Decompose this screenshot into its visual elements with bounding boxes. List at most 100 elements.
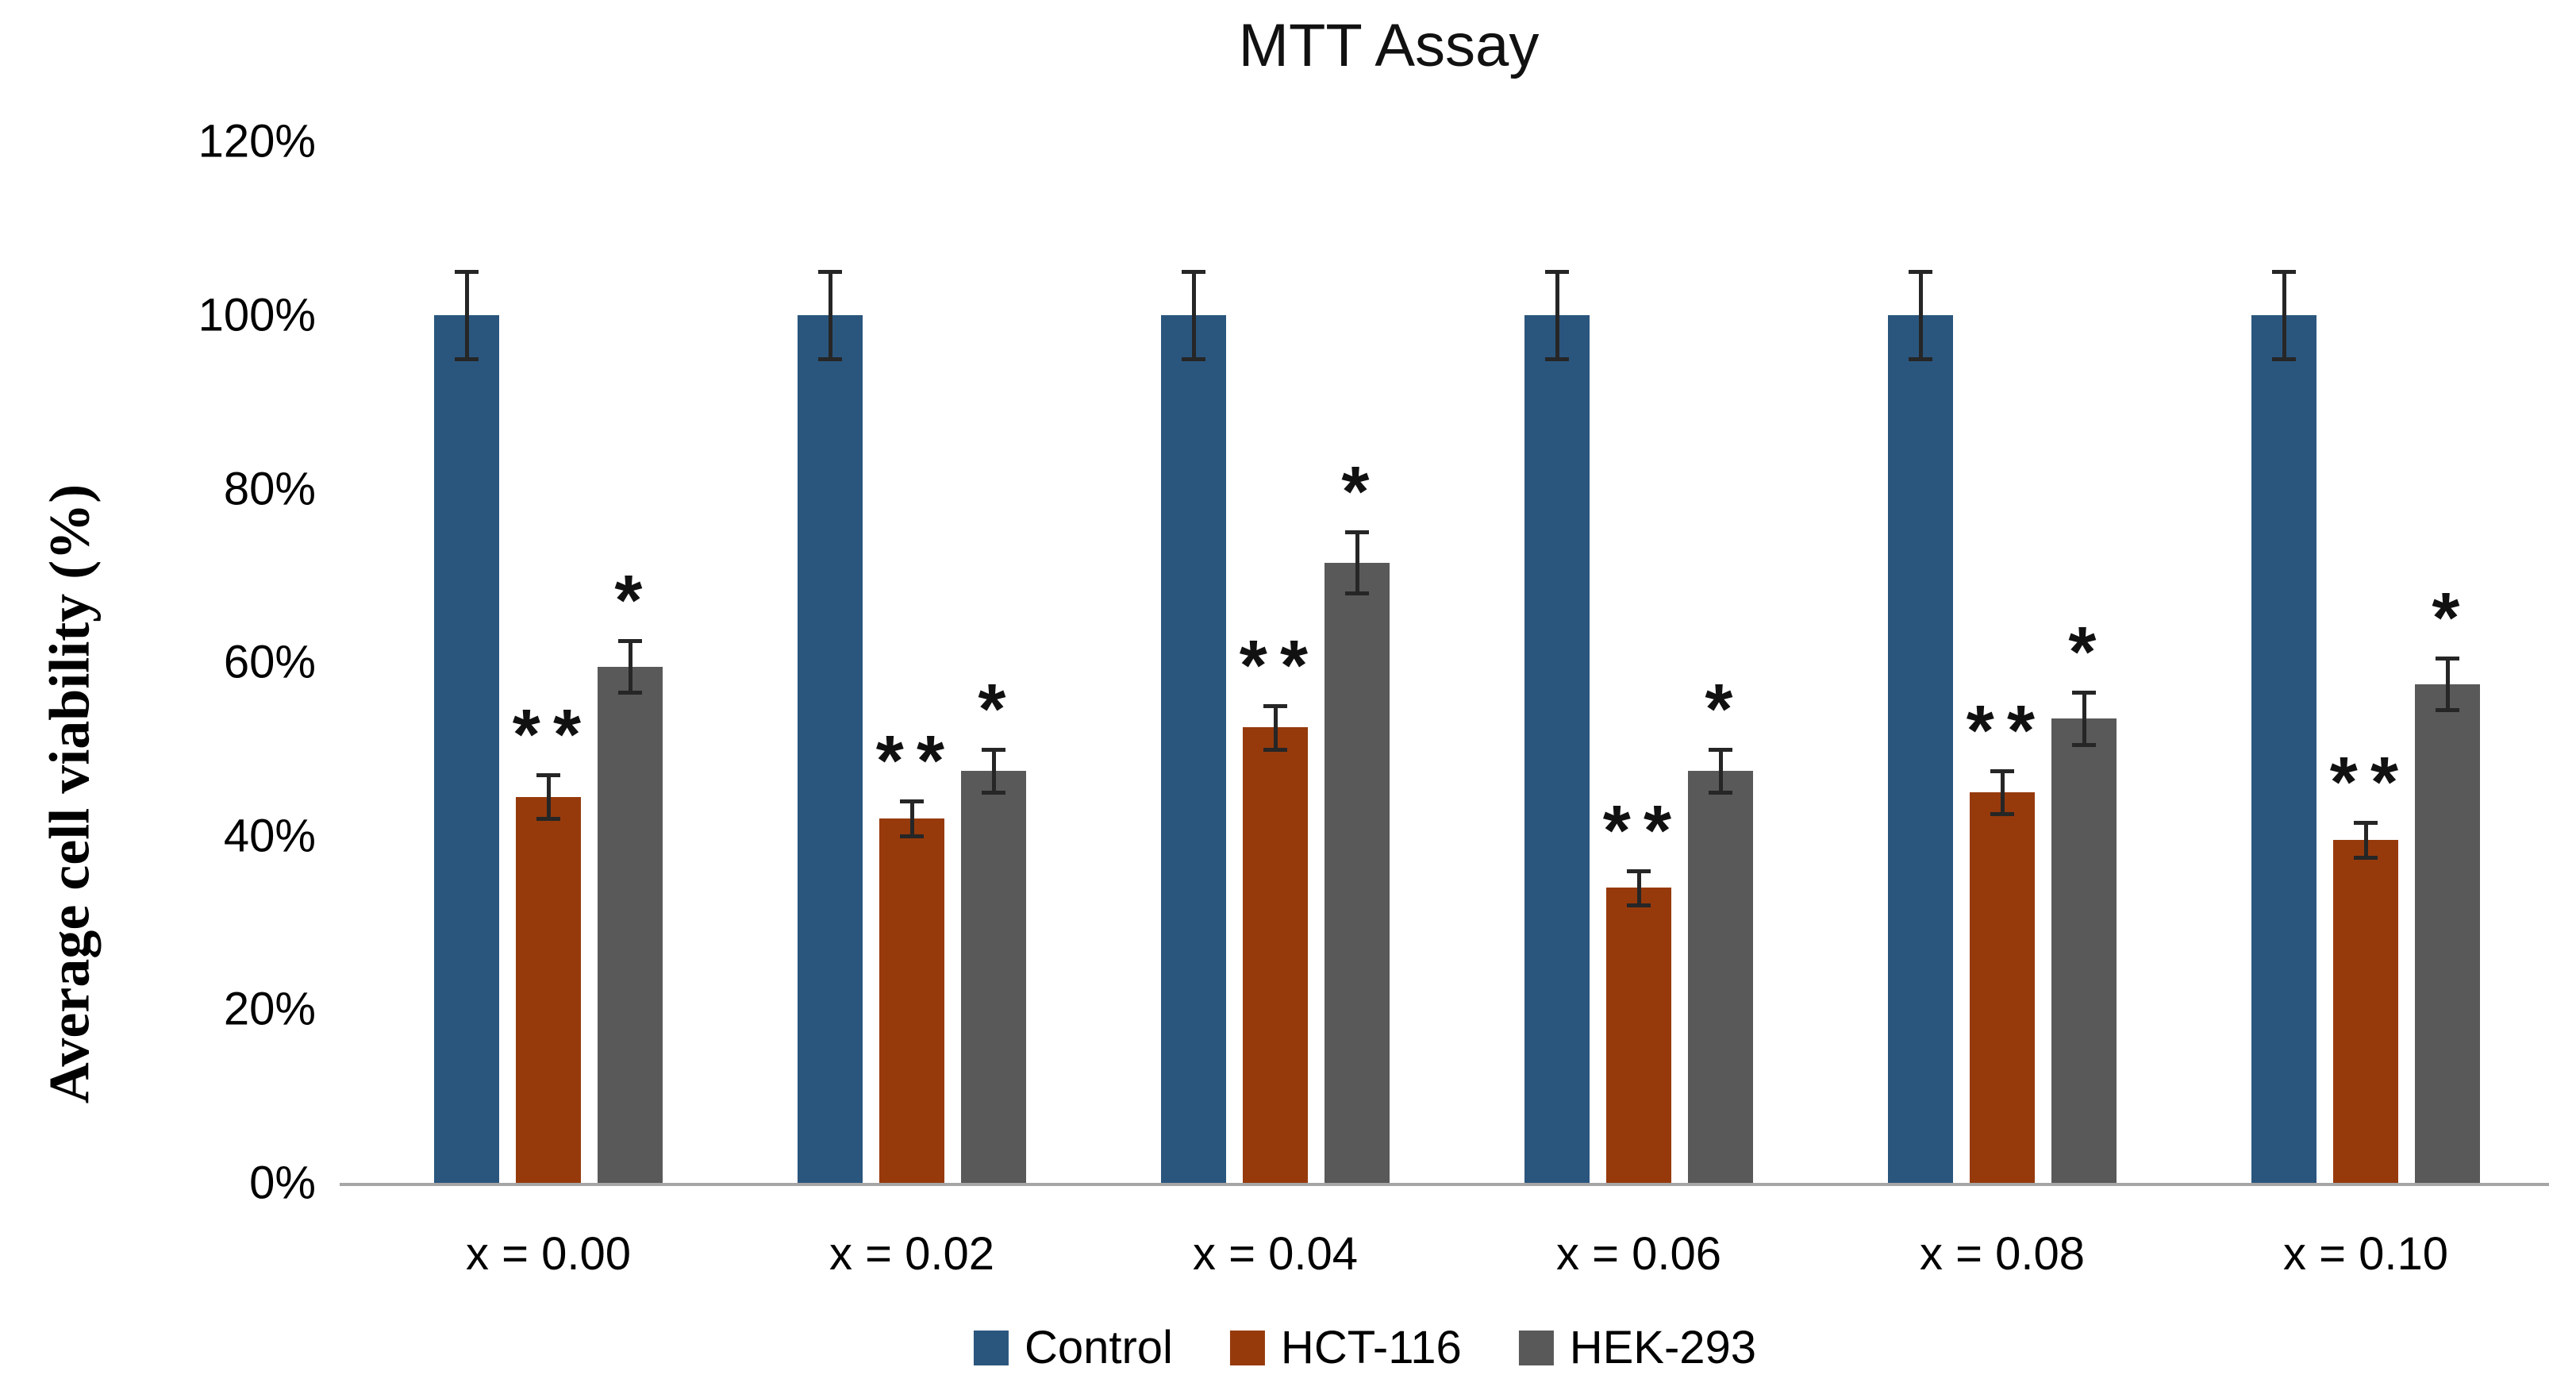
error-bar-hct-116-3: [1636, 870, 1641, 906]
error-bar-hek-293-2: [1355, 532, 1359, 593]
legend-swatch-hct-116: [1229, 1330, 1265, 1365]
error-cap-bottom-hct-116-1: [900, 834, 924, 838]
error-cap-bottom-hct-116-2: [1263, 747, 1287, 752]
error-bar-hek-293-1: [991, 749, 996, 793]
significance-hct-116-3: **: [1602, 791, 1685, 871]
error-cap-bottom-hct-116-5: [2354, 856, 2378, 861]
bar-control-0: [434, 315, 499, 1183]
significance-hek-293-0: *: [614, 560, 656, 641]
bar-hct-116-0: [516, 796, 581, 1183]
error-bar-hct-116-5: [2363, 822, 2368, 858]
y-tick-label-20: 20%: [223, 983, 316, 1035]
error-cap-bottom-control-1: [818, 356, 842, 361]
bar-hek-293-2: [1325, 562, 1390, 1183]
y-tick-label-100: 100%: [198, 289, 316, 341]
bar-hct-116-1: [879, 818, 944, 1183]
error-cap-top-hct-116-1: [900, 799, 924, 804]
legend: Control HCT-116 HEK-293: [973, 1321, 1756, 1374]
error-cap-bottom-control-2: [1182, 356, 1205, 361]
error-cap-top-hek-293-2: [1345, 530, 1369, 535]
bar-control-1: [798, 315, 863, 1183]
error-cap-top-hct-116-0: [536, 773, 560, 778]
error-cap-bottom-control-4: [1909, 356, 1932, 361]
error-cap-bottom-hct-116-4: [1990, 812, 2014, 817]
bar-control-5: [2251, 315, 2316, 1183]
error-bar-hek-293-5: [2445, 657, 2450, 711]
error-cap-top-hek-293-3: [1709, 747, 1732, 752]
significance-hek-293-2: *: [1341, 453, 1382, 533]
category-label-0: x = 0.00: [466, 1228, 631, 1280]
error-cap-top-hct-116-2: [1263, 703, 1287, 708]
error-cap-bottom-hek-293-0: [618, 691, 642, 695]
error-cap-bottom-control-5: [2272, 356, 2296, 361]
error-bar-control-2: [1191, 272, 1196, 359]
bar-hek-293-1: [961, 770, 1026, 1183]
error-cap-bottom-hek-293-4: [2072, 743, 2096, 748]
error-cap-bottom-hek-293-5: [2436, 708, 2459, 713]
error-cap-top-control-1: [818, 270, 842, 275]
error-bar-hct-116-0: [546, 775, 551, 818]
error-cap-top-control-3: [1545, 270, 1569, 275]
error-bar-hek-293-3: [1718, 749, 1723, 793]
error-cap-top-control-2: [1182, 270, 1205, 275]
error-bar-hek-293-0: [628, 640, 632, 693]
significance-hct-116-2: **: [1239, 626, 1321, 706]
significance-hek-293-5: *: [2432, 578, 2473, 658]
bar-hct-116-2: [1243, 727, 1308, 1183]
legend-item-control: Control: [973, 1321, 1173, 1374]
y-tick-label-40: 40%: [223, 810, 316, 862]
significance-hct-116-1: **: [875, 722, 958, 802]
error-cap-bottom-hct-116-0: [536, 816, 560, 821]
error-cap-bottom-hek-293-1: [982, 791, 1005, 795]
chart-title: MTT Assay: [1238, 12, 1540, 79]
x-axis-line: [340, 1183, 2549, 1186]
legend-swatch-control: [973, 1330, 1009, 1365]
y-axis-title: Average cell viability (%): [37, 483, 102, 1104]
y-tick-label-80: 80%: [223, 463, 316, 515]
bar-hek-293-3: [1688, 770, 1753, 1183]
error-bar-control-3: [1555, 272, 1559, 359]
bar-hct-116-5: [2333, 840, 2398, 1183]
error-cap-bottom-control-0: [455, 356, 479, 361]
bar-hct-116-3: [1606, 888, 1671, 1183]
error-cap-top-hct-116-4: [1990, 768, 2014, 773]
error-cap-top-hct-116-5: [2354, 821, 2378, 826]
legend-label-control: Control: [1024, 1322, 1173, 1373]
error-bar-hct-116-4: [2000, 770, 2005, 815]
error-bar-control-5: [2282, 272, 2286, 359]
error-cap-top-control-0: [455, 270, 479, 275]
error-bar-hek-293-4: [2082, 692, 2086, 745]
error-bar-control-0: [464, 272, 469, 359]
bar-hct-116-4: [1970, 792, 2035, 1183]
error-bar-control-4: [1918, 272, 1923, 359]
bar-hek-293-0: [598, 666, 663, 1183]
bar-hek-293-4: [2051, 718, 2117, 1183]
category-label-2: x = 0.04: [1193, 1228, 1358, 1280]
legend-item-hek-293: HEK-293: [1518, 1321, 1756, 1374]
error-cap-bottom-control-3: [1545, 356, 1569, 361]
error-bar-hct-116-1: [909, 801, 914, 836]
error-cap-bottom-hek-293-2: [1345, 591, 1369, 595]
error-bar-control-1: [828, 272, 832, 359]
y-tick-label-120: 120%: [198, 115, 316, 168]
error-cap-top-hek-293-0: [618, 638, 642, 643]
error-cap-top-control-5: [2272, 270, 2296, 275]
legend-item-hct-116: HCT-116: [1229, 1321, 1462, 1374]
bar-hek-293-5: [2415, 684, 2480, 1183]
error-cap-bottom-hek-293-3: [1709, 791, 1732, 795]
category-label-1: x = 0.02: [829, 1228, 994, 1280]
significance-hek-293-3: *: [1705, 669, 1746, 749]
significance-hct-116-0: **: [512, 695, 594, 776]
error-cap-bottom-hct-116-3: [1627, 903, 1651, 908]
error-cap-top-hct-116-3: [1627, 868, 1651, 873]
bar-control-4: [1888, 315, 1953, 1183]
error-cap-top-control-4: [1909, 270, 1932, 275]
significance-hct-116-4: **: [1966, 691, 2048, 771]
y-tick-label-60: 60%: [223, 636, 316, 688]
error-cap-top-hek-293-4: [2072, 691, 2096, 695]
category-label-5: x = 0.10: [2283, 1228, 2448, 1280]
bar-control-2: [1161, 315, 1226, 1183]
error-cap-top-hek-293-1: [982, 747, 1005, 752]
significance-hek-293-4: *: [2068, 613, 2109, 693]
